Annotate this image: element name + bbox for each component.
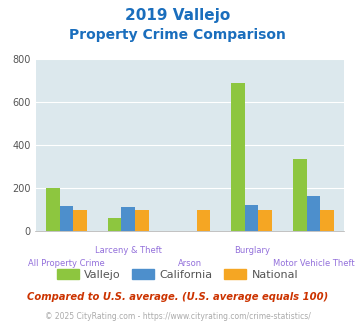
Bar (121, 208, 135, 231)
Bar (245, 205, 258, 231)
Bar (46, 188, 60, 231)
Bar (197, 210, 210, 231)
Bar (320, 210, 334, 231)
Text: Burglary: Burglary (234, 246, 270, 255)
Text: © 2025 CityRating.com - https://www.cityrating.com/crime-statistics/: © 2025 CityRating.com - https://www.city… (45, 312, 310, 321)
Text: Compared to U.S. average. (U.S. average equals 100): Compared to U.S. average. (U.S. average … (27, 292, 328, 302)
Bar (73, 210, 87, 231)
Bar (231, 83, 245, 231)
Bar (307, 196, 320, 231)
Text: All Property Crime: All Property Crime (28, 259, 105, 268)
Text: Motor Vehicle Theft: Motor Vehicle Theft (273, 259, 354, 268)
Text: Arson: Arson (178, 259, 202, 268)
Text: Property Crime Comparison: Property Crime Comparison (69, 28, 286, 42)
Legend: Vallejo, California, National: Vallejo, California, National (52, 265, 303, 284)
Bar (293, 159, 307, 231)
Text: 2019 Vallejo: 2019 Vallejo (125, 8, 230, 23)
Bar (135, 210, 148, 231)
Bar (60, 206, 73, 231)
Bar (258, 210, 272, 231)
Bar (108, 218, 121, 231)
Text: Larceny & Theft: Larceny & Theft (95, 246, 162, 255)
